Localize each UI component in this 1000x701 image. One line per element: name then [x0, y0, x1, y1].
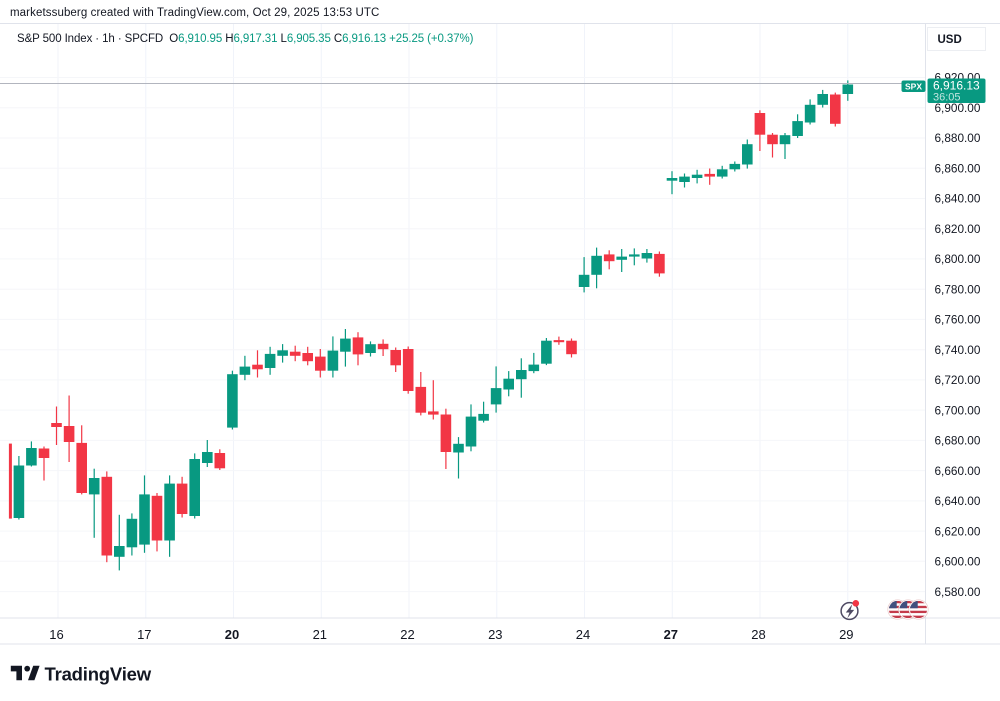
svg-text:SPX: SPX: [905, 81, 922, 91]
svg-text:6,580.00: 6,580.00: [935, 585, 981, 599]
svg-text:TradingView: TradingView: [45, 664, 152, 685]
svg-text:27: 27: [664, 627, 678, 642]
svg-text:6,620.00: 6,620.00: [935, 524, 981, 538]
svg-text:6,900.00: 6,900.00: [935, 101, 981, 115]
svg-text:21: 21: [313, 627, 327, 642]
svg-text:6,760.00: 6,760.00: [935, 313, 981, 327]
svg-text:28: 28: [751, 627, 765, 642]
svg-text:6,780.00: 6,780.00: [935, 282, 981, 296]
svg-text:16: 16: [49, 627, 63, 642]
svg-text:6,720.00: 6,720.00: [935, 373, 981, 387]
svg-text:20: 20: [225, 627, 239, 642]
svg-text:6,640.00: 6,640.00: [935, 494, 981, 508]
svg-text:6,840.00: 6,840.00: [935, 192, 981, 206]
svg-text:17: 17: [137, 627, 151, 642]
svg-text:6,680.00: 6,680.00: [935, 434, 981, 448]
svg-text:6,820.00: 6,820.00: [935, 222, 981, 236]
svg-text:USD: USD: [938, 34, 962, 46]
svg-text:6,800.00: 6,800.00: [935, 252, 981, 266]
svg-text:23: 23: [488, 627, 502, 642]
svg-text:6,660.00: 6,660.00: [935, 464, 981, 478]
svg-text:6,916.13: 6,916.13: [933, 79, 980, 93]
svg-text:24: 24: [576, 627, 590, 642]
svg-text:6,700.00: 6,700.00: [935, 403, 981, 417]
svg-text:36:05: 36:05: [933, 92, 961, 104]
svg-text:29: 29: [839, 627, 853, 642]
svg-text:22: 22: [400, 627, 414, 642]
svg-text:6,740.00: 6,740.00: [935, 343, 981, 357]
svg-text:6,860.00: 6,860.00: [935, 161, 981, 175]
svg-text:6,600.00: 6,600.00: [935, 555, 981, 569]
svg-text:6,880.00: 6,880.00: [935, 131, 981, 145]
